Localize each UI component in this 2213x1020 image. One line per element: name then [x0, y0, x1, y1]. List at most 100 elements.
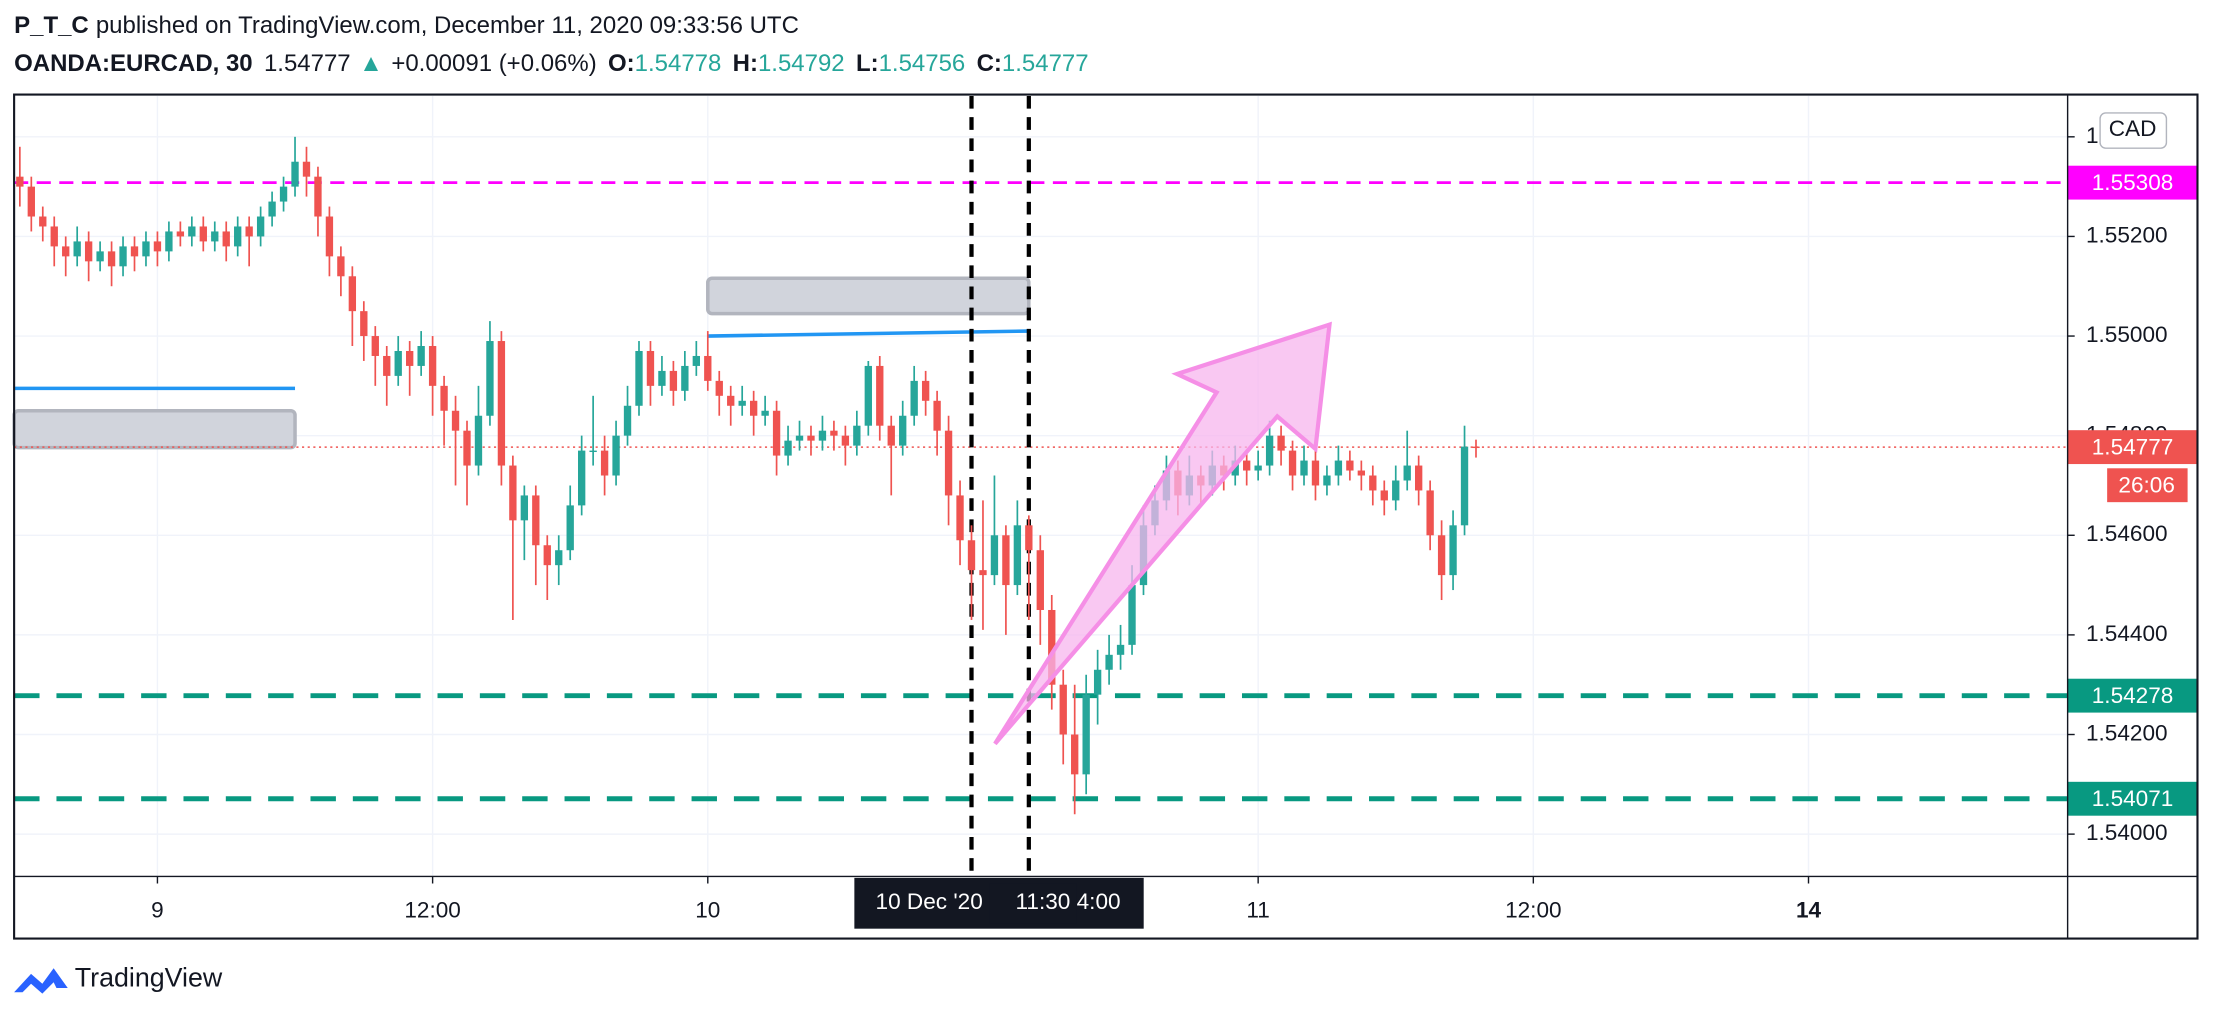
- candle-body: [73, 241, 81, 257]
- candle-body: [887, 425, 895, 446]
- x-tick-label: 12:00: [1505, 898, 1562, 923]
- candle-body: [1369, 475, 1377, 491]
- candle-body: [256, 216, 265, 237]
- header-line-2: OANDA:EURCAD, 30 1.54777 ▲ +0.00091 (+0.06%…: [14, 50, 1088, 77]
- candle-body: [864, 365, 872, 426]
- candle-body: [749, 400, 758, 416]
- candle-body: [119, 246, 127, 267]
- zone: [12, 408, 297, 450]
- drawings: [12, 95, 2068, 877]
- grid: [14, 95, 2068, 877]
- candle-body: [1013, 525, 1022, 586]
- brand: TradingView: [75, 963, 223, 993]
- axes: 1.540001.542001.544001.546001.548001.550…: [151, 112, 2198, 929]
- candle-body: [1093, 669, 1102, 695]
- candle-body: [784, 440, 792, 456]
- candle-body: [383, 355, 391, 376]
- candle-body: [1357, 470, 1366, 476]
- candle-body: [1036, 550, 1044, 610]
- level-tag-label: 1.54071: [2092, 786, 2174, 811]
- x-tick-label: 10: [695, 898, 720, 923]
- candle-body: [772, 410, 781, 456]
- c: 1.54777: [1002, 50, 1089, 77]
- candle-body: [1002, 535, 1010, 586]
- x-tick-label: 11: [1246, 898, 1269, 923]
- candle-body: [555, 550, 563, 566]
- candle-body: [944, 430, 953, 496]
- candle-body: [646, 350, 655, 386]
- arrow-drawing: [993, 321, 1332, 746]
- y-tick-label: 1.54400: [2086, 621, 2168, 646]
- candle-body: [486, 341, 494, 416]
- countdown: 26:06: [2118, 473, 2175, 498]
- candle-body: [96, 251, 104, 262]
- candle-body: [130, 246, 139, 257]
- o: 1.54778: [635, 50, 722, 77]
- candle-body: [27, 186, 35, 217]
- y-tick-label: 1.55000: [2086, 322, 2168, 347]
- candle-body: [635, 350, 643, 406]
- candle-body: [268, 201, 276, 217]
- candle-body: [62, 246, 70, 257]
- candle-body: [543, 545, 551, 566]
- last-price-label: 1.54777: [2092, 435, 2174, 460]
- candle-body: [107, 251, 116, 267]
- candle-body: [899, 415, 907, 446]
- candle-body: [692, 355, 700, 366]
- candle-body: [738, 400, 746, 406]
- candle-body: [509, 465, 517, 521]
- candle-body: [1426, 490, 1434, 536]
- candle-body: [16, 176, 24, 187]
- y-tick-label: 1.54000: [2086, 820, 2168, 845]
- last-price-tag: [2067, 430, 2198, 465]
- published: published on TradingView.com, December 1…: [96, 12, 799, 39]
- candle-body: [245, 226, 253, 237]
- candle-body: [84, 241, 93, 262]
- x-tick-label: 14: [1796, 898, 1822, 923]
- candle-body: [348, 276, 357, 312]
- crosshair-next: 4:00: [1077, 889, 1121, 914]
- candle-body: [979, 570, 987, 576]
- candle-body: [818, 430, 827, 441]
- candle-body: [1025, 525, 1033, 551]
- level-tag: [2067, 678, 2198, 713]
- candle-body: [910, 380, 918, 416]
- candles: [16, 136, 1480, 815]
- candle-body: [704, 355, 712, 381]
- crosshair-time: 11:30: [1016, 889, 1071, 914]
- candle-body: [1128, 585, 1136, 645]
- candle-body: [1414, 465, 1423, 491]
- candle-body: [199, 226, 207, 242]
- candle-body: [1265, 435, 1274, 466]
- y-tick-label: 1.55200: [2086, 222, 2168, 247]
- candle-body: [314, 176, 322, 217]
- level-tag-label: 1.55308: [2092, 170, 2174, 195]
- h: 1.54792: [758, 50, 845, 77]
- candle-body: [1243, 460, 1251, 471]
- candle-body: [1392, 480, 1400, 501]
- candle-body: [1380, 490, 1388, 501]
- candle-body: [371, 336, 379, 356]
- candle-body: [1472, 446, 1480, 449]
- logo-icon: [14, 968, 68, 994]
- candle-body: [841, 435, 850, 446]
- frame: [13, 93, 2199, 940]
- candle-body: [1048, 609, 1056, 685]
- candle-body: [921, 380, 930, 401]
- l: 1.54756: [879, 50, 966, 77]
- candle-body: [1059, 684, 1067, 735]
- candle-body: [394, 350, 402, 376]
- candle-body: [1403, 465, 1411, 481]
- candle-body: [715, 380, 723, 396]
- candle-body: [612, 435, 620, 476]
- candle-body: [188, 226, 196, 237]
- candle-body: [761, 410, 769, 416]
- candle-body: [153, 241, 162, 252]
- candle-body: [520, 495, 529, 521]
- candle-body: [176, 231, 185, 237]
- candle-body: [440, 385, 448, 411]
- x-tick-label: 12:00: [404, 898, 461, 923]
- candle-body: [830, 430, 838, 436]
